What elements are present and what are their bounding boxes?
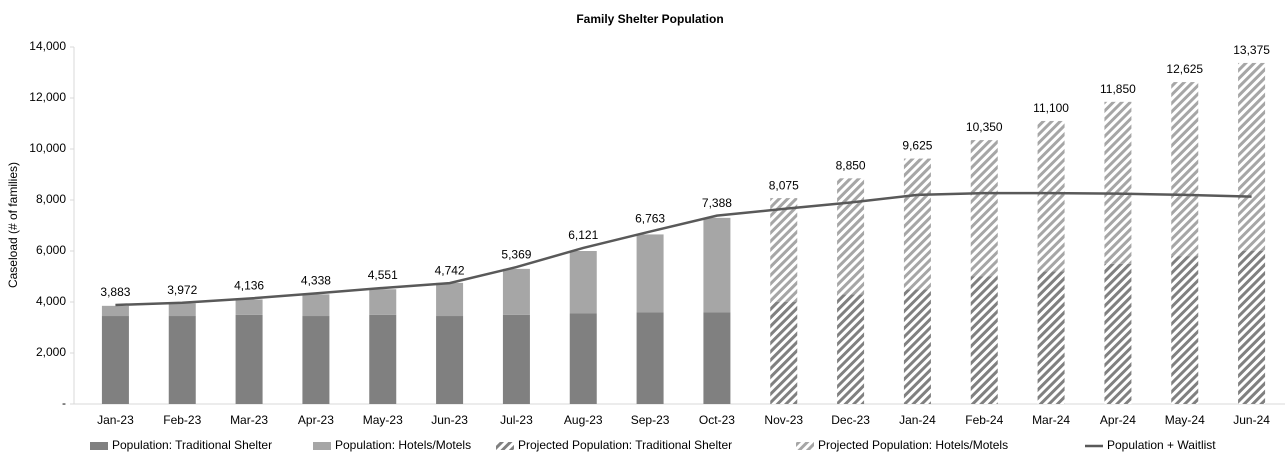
legend-label: Population + Waitlist [1107, 438, 1216, 452]
bar [903, 289, 931, 404]
x-tick-label: Aug-23 [564, 413, 603, 427]
legend-swatch [90, 442, 108, 450]
bar [168, 303, 196, 317]
legend-swatch [313, 442, 331, 450]
bar [1104, 263, 1132, 404]
y-tick-label: 12,000 [29, 90, 66, 104]
y-tick-label: 14,000 [29, 39, 66, 53]
bar [1171, 82, 1199, 257]
data-label: 7,388 [702, 196, 732, 210]
x-tick-label: Mar-24 [1032, 413, 1070, 427]
x-tick-label: May-23 [363, 413, 403, 427]
bar [302, 294, 330, 317]
y-tick-label: 10,000 [29, 141, 66, 155]
bar [101, 316, 129, 404]
x-tick-label: Mar-23 [230, 413, 268, 427]
bar [1104, 101, 1132, 264]
bar [235, 314, 263, 404]
x-tick-label: Apr-23 [298, 413, 334, 427]
bar [1238, 62, 1266, 251]
legend-label: Projected Population: Traditional Shelte… [518, 438, 732, 452]
y-tick-label: 6,000 [36, 243, 66, 257]
bar [703, 217, 731, 313]
data-label: 6,763 [635, 212, 665, 226]
legend-label: Projected Population: Hotels/Motels [818, 438, 1008, 452]
bar [369, 314, 397, 404]
bar [502, 314, 530, 404]
y-tick-label: 2,000 [36, 345, 66, 359]
bar [970, 140, 998, 277]
bar [302, 316, 330, 404]
bar [436, 282, 464, 317]
data-label: 11,100 [1033, 101, 1069, 115]
bar [235, 299, 263, 315]
y-tick-label: 4,000 [36, 294, 66, 308]
legend-label: Population: Hotels/Motels [335, 438, 471, 452]
data-label: 11,850 [1100, 82, 1136, 96]
bar [101, 305, 129, 317]
chart-title: Family Shelter Population [576, 12, 723, 26]
bar [569, 251, 597, 314]
bar [770, 198, 798, 302]
legend-swatch [496, 442, 514, 450]
data-label: 6,121 [568, 228, 598, 242]
y-tick-label: 8,000 [36, 192, 66, 206]
y-tick-label: - [62, 396, 66, 410]
data-label: 3,972 [167, 283, 197, 297]
data-label: 3,883 [100, 285, 130, 299]
y-axis-title: Caseload (# of families) [6, 162, 20, 288]
data-label: 4,338 [301, 274, 331, 288]
bar [1171, 256, 1199, 404]
bar [436, 316, 464, 404]
bar [569, 313, 597, 404]
data-label: 9,625 [902, 139, 932, 153]
bar [837, 178, 865, 295]
legend-swatch [796, 442, 814, 450]
bar [703, 312, 731, 404]
bar [636, 234, 664, 313]
data-label: 13,375 [1233, 43, 1270, 57]
x-tick-label: May-24 [1165, 413, 1205, 427]
x-tick-label: Apr-24 [1100, 413, 1136, 427]
data-label: 5,369 [501, 247, 531, 261]
legend-label: Population: Traditional Shelter [112, 438, 272, 452]
x-tick-label: Jan-23 [97, 413, 134, 427]
bar [770, 302, 798, 404]
bar [1037, 120, 1065, 272]
data-label: 4,551 [368, 268, 398, 282]
bar [1037, 271, 1065, 404]
bar [903, 158, 931, 290]
bar [1238, 251, 1266, 404]
x-tick-label: Dec-23 [831, 413, 870, 427]
bar [168, 316, 196, 404]
data-label: 12,625 [1166, 62, 1203, 76]
x-tick-label: Oct-23 [699, 413, 735, 427]
x-tick-label: Nov-23 [764, 413, 803, 427]
bar [837, 294, 865, 404]
data-label: 8,075 [769, 178, 799, 192]
line [115, 191, 1252, 307]
x-tick-label: Jun-23 [431, 413, 468, 427]
bar [970, 276, 998, 404]
x-tick-label: Sep-23 [631, 413, 670, 427]
x-tick-label: Jan-24 [899, 413, 936, 427]
bar [636, 312, 664, 404]
bar [369, 289, 397, 315]
data-label: 4,136 [234, 279, 264, 293]
bar [502, 268, 530, 315]
x-tick-label: Feb-23 [163, 413, 201, 427]
x-tick-label: Jun-24 [1233, 413, 1270, 427]
x-tick-label: Feb-24 [965, 413, 1003, 427]
data-label: 8,850 [836, 158, 866, 172]
data-label: 10,350 [966, 120, 1003, 134]
data-label: 4,742 [435, 263, 465, 277]
x-tick-label: Jul-23 [500, 413, 533, 427]
